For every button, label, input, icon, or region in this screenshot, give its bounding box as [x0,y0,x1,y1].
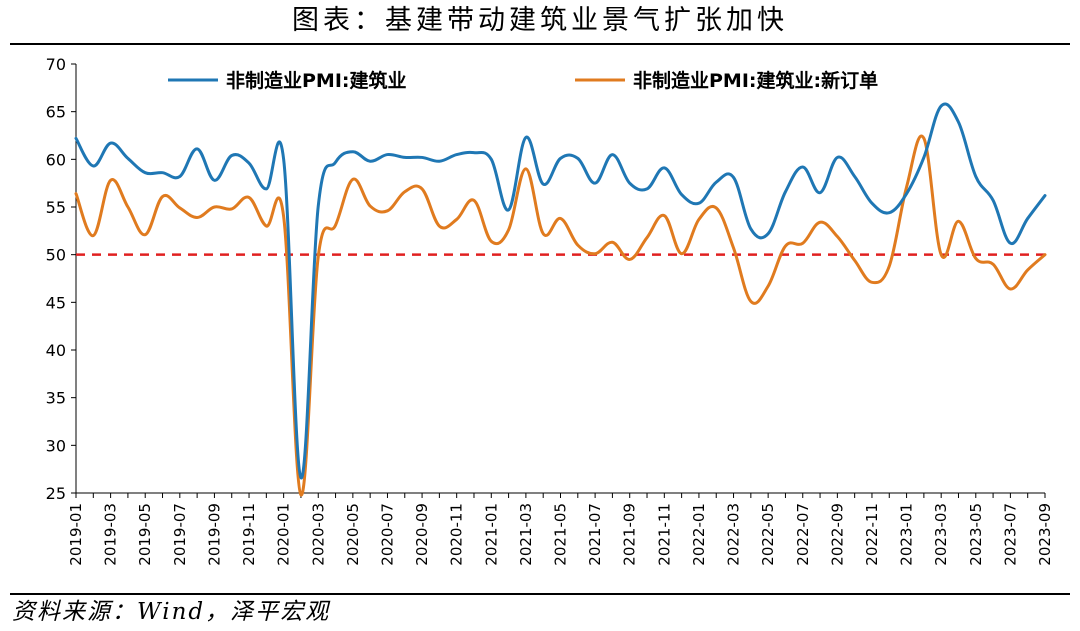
x-tick-label: 2022-05 [759,503,777,566]
x-tick-label: 2021-11 [655,503,673,566]
series-line-construction-pmi [74,102,1047,480]
source-note: 资料来源：Wind，泽平宏观 [12,599,331,625]
x-tick-label: 2020-09 [413,503,431,566]
x-tick-label: 2021-03 [517,503,535,566]
x-tick-label: 2021-07 [586,503,604,566]
x-tick-label: 2019-11 [240,503,258,566]
y-tick-label: 30 [46,436,66,455]
x-tick-label: 2023-01 [898,503,916,566]
legend-label-construction-pmi: 非制造业PMI:建筑业 [226,69,407,92]
legend: 非制造业PMI:建筑业 非制造业PMI:建筑业:新订单 [168,69,878,92]
y-tick-label: 50 [46,246,66,265]
x-tick-label: 2023-07 [1001,503,1019,566]
x-tick-label: 2020-07 [378,503,396,566]
series-line-new-orders [74,134,1047,497]
y-tick-label: 40 [46,341,66,360]
legend-label-new-orders: 非制造业PMI:建筑业:新订单 [633,69,878,92]
y-tick-label: 65 [46,103,66,122]
y-tick-label: 25 [46,484,66,503]
x-tick-label: 2021-09 [621,503,639,566]
x-tick-label: 2019-03 [102,503,120,566]
y-tick-label: 60 [46,150,66,169]
title-divider [10,43,1070,45]
x-tick-label: 2022-11 [863,503,881,566]
x-tick-label: 2021-01 [482,503,500,566]
x-tick-label: 2023-05 [967,503,985,566]
y-tick-label: 35 [46,389,66,408]
y-tick-label: 55 [46,198,66,217]
x-tick-label: 2019-09 [205,503,223,566]
x-tick-label: 2019-05 [136,503,154,566]
footer-divider [10,593,1070,595]
y-tick-label: 70 [46,55,66,74]
x-tick-label: 2022-01 [690,503,708,566]
x-tick-label: 2020-11 [448,503,466,566]
x-tick-label: 2022-09 [828,503,846,566]
x-tick-label: 2019-07 [171,503,189,566]
x-tick-label: 2022-03 [725,503,743,566]
x-tick-label: 2023-03 [932,503,950,566]
x-tick-label: 2021-05 [552,503,570,566]
x-tick-label: 2022-07 [794,503,812,566]
x-tick-label: 2019-01 [67,503,85,566]
x-tick-label: 2020-05 [344,503,362,566]
x-tick-label: 2020-01 [275,503,293,566]
x-tick-label: 2020-03 [309,503,327,566]
page-title: 图表：基建带动建筑业景气扩张加快 [292,5,788,36]
x-tick-label: 2023-09 [1036,503,1054,566]
axes: 25 30 35 40 45 50 55 60 65 70 2019-01 2019-03 2019-0… [46,55,1054,566]
series-layer [74,102,1047,497]
y-tick-label: 45 [46,293,66,312]
